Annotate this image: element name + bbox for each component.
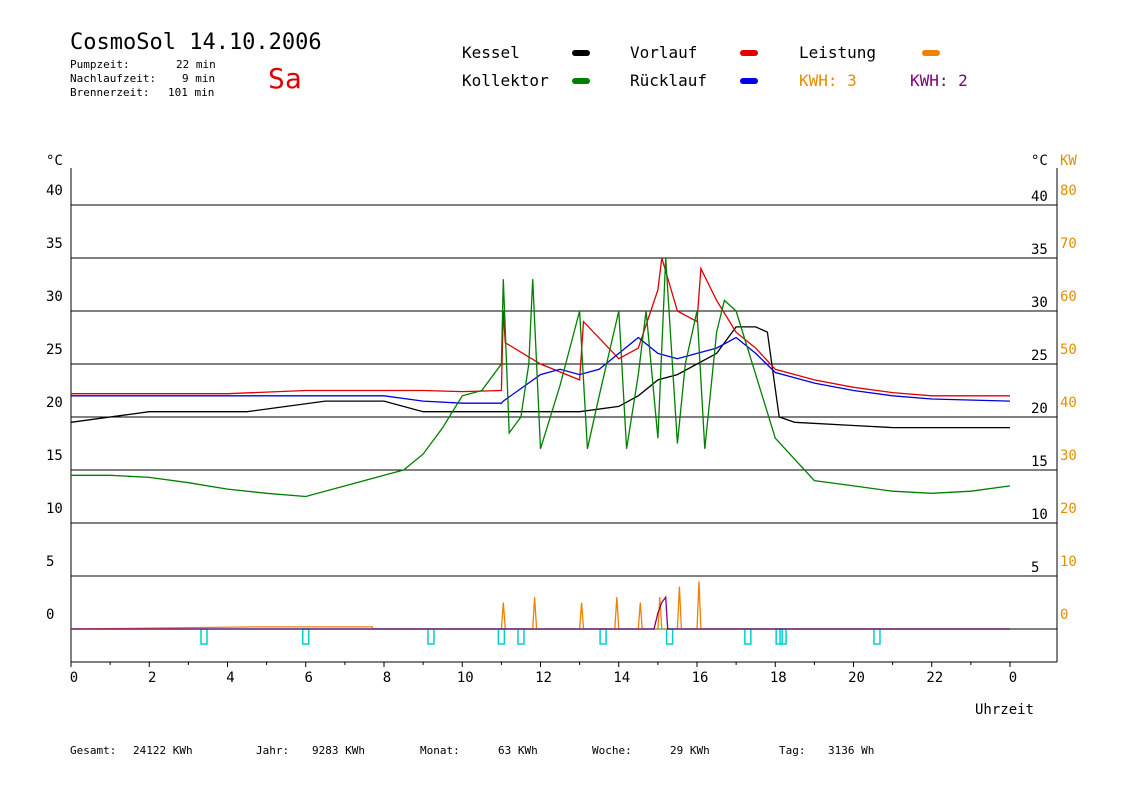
- legend-vorlauf-swatch: [740, 50, 758, 56]
- y-tick-left-label: 25: [46, 342, 63, 358]
- stat-nachlaufzeit-label: Nachlaufzeit:: [70, 72, 157, 85]
- y-unit-right-c: °C: [1031, 153, 1048, 169]
- x-tick-label: 8: [383, 670, 391, 686]
- pump-marker: [775, 628, 783, 645]
- footer-gesamt-label: Gesamt:: [70, 744, 117, 757]
- y-tick-left-label: 15: [46, 448, 63, 464]
- pump-marker: [427, 628, 435, 645]
- y-tick-right-c-label: 35: [1031, 242, 1048, 258]
- footer-woche-label: Woche:: [592, 744, 632, 757]
- y-tick-right-kw-label: 50: [1060, 342, 1077, 358]
- pump-marker: [302, 628, 310, 645]
- stat-brennerzeit-value: 101 min: [168, 86, 215, 99]
- legend-kessel-swatch: [572, 50, 590, 56]
- legend-ruecklauf-label: Rücklauf: [630, 71, 708, 90]
- y-tick-right-c-label: 15: [1031, 454, 1048, 470]
- legend-kollektor-swatch: [572, 78, 590, 84]
- x-tick-label: 6: [305, 670, 313, 686]
- y-tick-left-label: 35: [46, 236, 63, 252]
- y-tick-left-label: 0: [46, 607, 54, 623]
- x-tick-label: 20: [848, 670, 865, 686]
- x-tick-label: 2: [148, 670, 156, 686]
- series-line-rcklauf: [71, 336, 1011, 404]
- x-tick-label: 14: [613, 670, 630, 686]
- x-tick-label: 0: [70, 670, 78, 686]
- stat-brennerzeit-label: Brennerzeit:: [70, 86, 150, 99]
- y-tick-right-kw-label: 10: [1060, 554, 1077, 570]
- y-tick-left-label: 10: [46, 501, 63, 517]
- y-tick-right-c-label: 25: [1031, 348, 1048, 364]
- x-axis-label: Uhrzeit: [975, 702, 1034, 718]
- chart-title: CosmoSol 14.10.2006: [70, 30, 322, 55]
- pump-marker: [599, 628, 607, 645]
- stat-pumpzeit-label: Pumpzeit:: [70, 58, 130, 71]
- y-tick-left-label: 20: [46, 395, 63, 411]
- y-tick-right-c-label: 5: [1031, 560, 1039, 576]
- y-tick-right-kw-label: 0: [1060, 607, 1068, 623]
- y-unit-right-kw: KW: [1060, 153, 1077, 169]
- pump-marker: [665, 628, 674, 645]
- legend-kwh2-label: KWH: 2: [910, 71, 968, 90]
- y-unit-left: °C: [46, 153, 63, 169]
- y-tick-right-c-label: 40: [1031, 189, 1048, 205]
- weekday-label: Sa: [268, 62, 302, 95]
- y-tick-left-label: 30: [46, 289, 63, 305]
- power-line-leistung: [70, 581, 1010, 630]
- series-line-vorlauf: [71, 257, 1010, 397]
- footer-gesamt-value: 24122 KWh: [133, 744, 193, 757]
- legend-kessel-label: Kessel: [462, 43, 520, 62]
- x-tick-label: 0: [1009, 670, 1017, 686]
- footer-jahr-value: 9283 KWh: [312, 744, 365, 757]
- y-tick-left-label: 40: [46, 183, 63, 199]
- footer-tag-label: Tag:: [779, 744, 806, 757]
- x-tick-label: 10: [457, 670, 474, 686]
- x-tick-label: 22: [926, 670, 943, 686]
- series-line-kollektor: [71, 257, 1011, 498]
- y-tick-right-kw-label: 70: [1060, 236, 1077, 252]
- pump-marker: [873, 628, 881, 645]
- legend-kollektor-label: Kollektor: [462, 71, 549, 90]
- x-tick-label: 16: [692, 670, 709, 686]
- y-tick-right-c-label: 10: [1031, 507, 1048, 523]
- x-tick-label: 12: [535, 670, 552, 686]
- y-tick-right-kw-label: 60: [1060, 289, 1077, 305]
- legend-ruecklauf-swatch: [740, 78, 758, 84]
- pump-marker: [517, 628, 525, 645]
- pump-marker: [200, 628, 208, 645]
- y-tick-right-kw-label: 80: [1060, 183, 1077, 199]
- stat-pumpzeit-value: 22 min: [176, 58, 216, 71]
- legend-kwh1-label: KWH: 3: [799, 71, 857, 90]
- legend-vorlauf-label: Vorlauf: [630, 43, 698, 62]
- x-tick-label: 4: [226, 670, 234, 686]
- legend-leistung-swatch: [922, 50, 940, 56]
- y-tick-right-kw-label: 30: [1060, 448, 1077, 464]
- y-tick-right-kw-label: 20: [1060, 501, 1077, 517]
- pump-marker: [779, 628, 787, 645]
- footer-woche-value: 29 KWh: [670, 744, 710, 757]
- footer-monat-label: Monat:: [420, 744, 460, 757]
- y-tick-right-c-label: 20: [1031, 401, 1048, 417]
- footer-jahr-label: Jahr:: [256, 744, 290, 757]
- series-line-kessel: [70, 326, 1010, 429]
- power-line-kwh2: [71, 595, 1010, 630]
- y-tick-right-c-label: 30: [1031, 295, 1048, 311]
- legend-leistung-label: Leistung: [799, 43, 877, 62]
- x-tick-label: 18: [770, 670, 787, 686]
- footer-tag-value: 3136 Wh: [828, 744, 875, 757]
- y-tick-left-label: 5: [46, 554, 54, 570]
- pump-marker: [497, 628, 506, 645]
- y-tick-right-kw-label: 40: [1060, 395, 1077, 411]
- pump-marker: [744, 628, 752, 645]
- footer-monat-value: 63 KWh: [498, 744, 538, 757]
- stat-nachlaufzeit-value: 9 min: [182, 72, 216, 85]
